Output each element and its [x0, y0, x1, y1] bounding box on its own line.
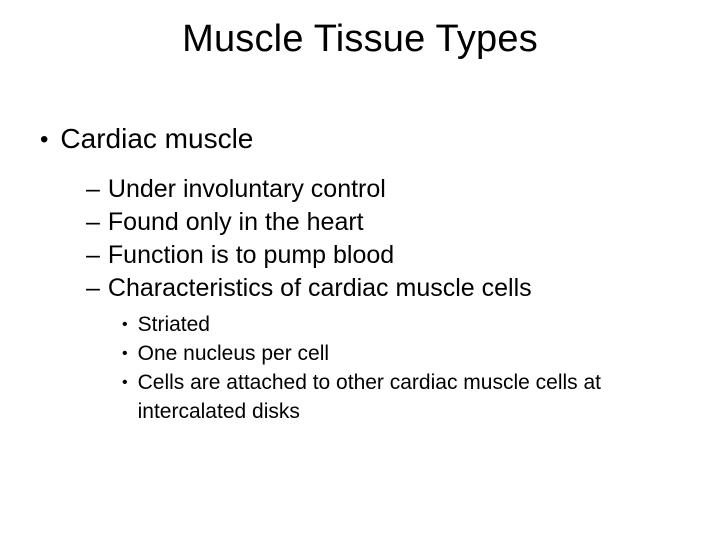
- level2-group: – Under involuntary control – Found only…: [40, 173, 690, 305]
- bullet-dot-icon: •: [122, 369, 128, 397]
- bullet-dot-icon: •: [122, 340, 128, 368]
- bullet-level2: – Under involuntary control: [86, 173, 690, 206]
- dash-icon: –: [86, 173, 100, 206]
- bullet-level3: • One nucleus per cell: [122, 340, 690, 369]
- bullet-l3-text: Striated: [138, 311, 690, 340]
- bullet-l3-text: One nucleus per cell: [138, 340, 690, 369]
- bullet-l2-text: Under involuntary control: [108, 173, 386, 206]
- bullet-l2-text: Found only in the heart: [108, 206, 364, 239]
- dash-icon: –: [86, 239, 100, 272]
- bullet-level2: – Function is to pump blood: [86, 239, 690, 272]
- bullet-dot-icon: •: [40, 123, 48, 157]
- bullet-level2: – Characteristics of cardiac muscle cell…: [86, 272, 690, 305]
- bullet-l3-text: Cells are attached to other cardiac musc…: [138, 369, 690, 427]
- dash-icon: –: [86, 206, 100, 239]
- bullet-dot-icon: •: [122, 311, 128, 339]
- level3-group: • Striated • One nucleus per cell • Cell…: [40, 311, 690, 427]
- bullet-level3: • Striated: [122, 311, 690, 340]
- dash-icon: –: [86, 272, 100, 305]
- bullet-level3: • Cells are attached to other cardiac mu…: [122, 369, 690, 427]
- bullet-level1: • Cardiac muscle: [40, 123, 690, 157]
- bullet-level2: – Found only in the heart: [86, 206, 690, 239]
- slide-content: • Cardiac muscle – Under involuntary con…: [30, 123, 690, 427]
- bullet-l2-text: Characteristics of cardiac muscle cells: [108, 272, 532, 305]
- bullet-l1-text: Cardiac muscle: [60, 123, 253, 155]
- bullet-l2-text: Function is to pump blood: [108, 239, 394, 272]
- slide-container: Muscle Tissue Types • Cardiac muscle – U…: [0, 0, 720, 540]
- slide-title: Muscle Tissue Types: [30, 18, 690, 61]
